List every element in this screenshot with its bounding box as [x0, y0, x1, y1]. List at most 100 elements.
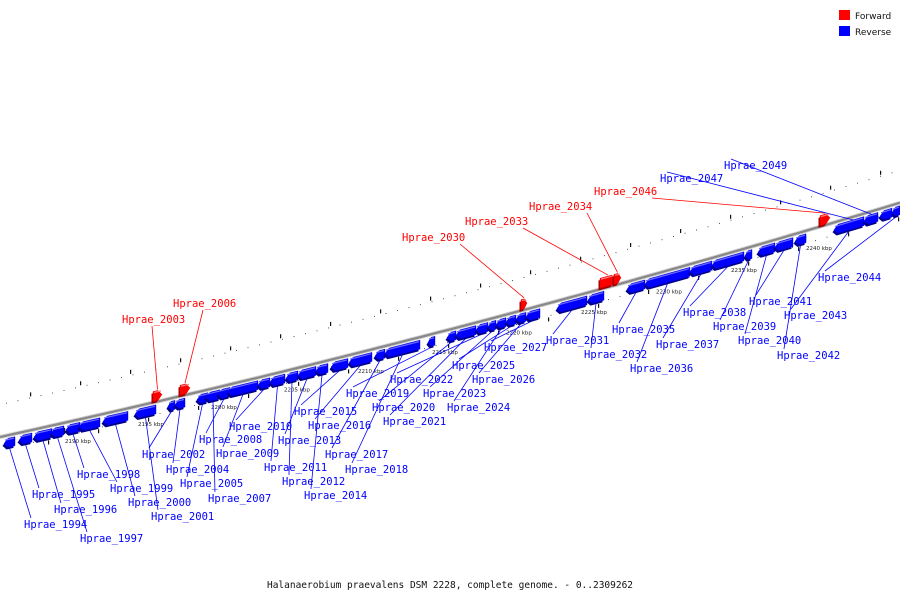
track-dot: [581, 261, 582, 263]
track-dot: [696, 229, 697, 231]
track-dot: [753, 213, 755, 215]
label-leader: [89, 429, 118, 483]
label-leader: [115, 424, 136, 497]
label-leader: [824, 216, 897, 272]
track-dot: [811, 196, 812, 198]
gene-label: Hprae_1996: [54, 504, 117, 516]
gene-feature-highlight: [349, 353, 372, 360]
track-dot: [523, 276, 525, 278]
track-dot: [132, 374, 134, 376]
scale-tick: [64, 427, 66, 434]
gene-feature: [179, 383, 191, 396]
track-dot: [316, 330, 318, 332]
track-dot: [286, 382, 287, 384]
gene-label: Hprae_2011: [264, 462, 327, 474]
track-dot: [374, 315, 375, 317]
track-dot: [477, 289, 479, 291]
track-tick: [580, 256, 582, 261]
track-dot: [512, 280, 513, 282]
track-dot: [500, 283, 502, 285]
track-dot: [29, 397, 30, 399]
track-dot: [194, 404, 195, 406]
track-dot: [707, 226, 709, 228]
label-leader: [72, 433, 85, 469]
label-leader: [755, 249, 785, 296]
label-leader: [186, 403, 203, 478]
track-tick: [430, 296, 432, 301]
gene-label: Hprae_2001: [151, 511, 214, 523]
scale-tick-label: 2210 kbp: [358, 369, 384, 375]
track-dot: [615, 252, 617, 254]
gene-feature-highlight: [496, 318, 506, 322]
gene-label: Hprae_2016: [308, 420, 371, 432]
track-dot: [40, 395, 42, 397]
legend-reverse-swatch: [839, 26, 850, 36]
gene-label: Hprae_2046: [594, 186, 657, 198]
gene-feature-highlight: [428, 337, 435, 340]
gene-label: Hprae_2031: [546, 335, 609, 347]
track-dot: [765, 209, 766, 211]
track-dot: [443, 298, 444, 300]
label-leader: [57, 437, 88, 533]
track-tick: [480, 283, 482, 288]
track-dot: [619, 295, 621, 297]
gene-label: Hprae_1999: [110, 483, 173, 495]
track-tick: [230, 346, 232, 351]
track-tick: [780, 200, 782, 205]
label-leader: [235, 388, 265, 421]
track-tick: [48, 440, 50, 445]
gene-feature-highlight: [103, 412, 128, 419]
gene-feature-highlight: [588, 292, 604, 298]
track-dot: [385, 312, 387, 314]
track-dot: [63, 389, 65, 391]
track-dot: [247, 347, 249, 349]
track-dot: [757, 256, 759, 258]
gene-feature-highlight: [197, 393, 208, 397]
gene-feature-highlight: [892, 206, 900, 210]
track-tick: [380, 309, 382, 314]
track-dot: [339, 324, 341, 326]
track-dot: [504, 327, 506, 329]
track-dot: [98, 382, 99, 384]
gene-label: Hprae_2041: [749, 296, 812, 308]
gene-feature-highlight: [153, 390, 162, 394]
track-dot: [638, 245, 640, 247]
track-dot: [627, 248, 628, 250]
track-dot: [489, 286, 490, 288]
gene-label: Hprae_2027: [484, 342, 547, 354]
track-dot: [297, 379, 299, 381]
track-dot: [673, 235, 674, 237]
gene-feature-highlight: [488, 321, 496, 324]
gene-label: Hprae_2025: [452, 360, 515, 372]
gene-label: Hprae_2039: [713, 321, 776, 333]
gene-feature-highlight: [506, 315, 516, 320]
gene-feature-highlight: [34, 429, 52, 435]
gene-label: Hprae_2021: [383, 416, 446, 428]
track-dot: [431, 301, 433, 303]
gene-feature-highlight: [526, 309, 540, 314]
label-leader: [666, 171, 872, 225]
gene-feature-highlight: [745, 250, 752, 253]
track-tick: [448, 343, 450, 348]
gene-feature-highlight: [516, 313, 526, 317]
track-tick: [680, 229, 682, 234]
label-leader: [284, 378, 308, 435]
track-tick: [80, 381, 82, 386]
gene-feature-highlight: [375, 349, 385, 354]
label-leader: [351, 354, 403, 464]
track-dot: [857, 182, 858, 184]
track-dot: [516, 323, 517, 325]
gene-label: Hprae_2015: [294, 406, 357, 418]
label-leader: [389, 337, 467, 416]
track-tick: [280, 334, 282, 339]
gene-label: Hprae_2033: [465, 216, 528, 228]
gene-label: Hprae_2017: [325, 449, 388, 461]
track-tick: [148, 417, 150, 422]
track-dot: [815, 240, 816, 242]
gene-label: Hprae_2049: [724, 160, 787, 172]
label-leader: [314, 365, 361, 420]
track-dot: [799, 199, 801, 201]
legend: Forward Reverse: [839, 10, 892, 38]
gene-label: Hprae_2019: [346, 388, 409, 400]
track-tick: [530, 270, 532, 275]
